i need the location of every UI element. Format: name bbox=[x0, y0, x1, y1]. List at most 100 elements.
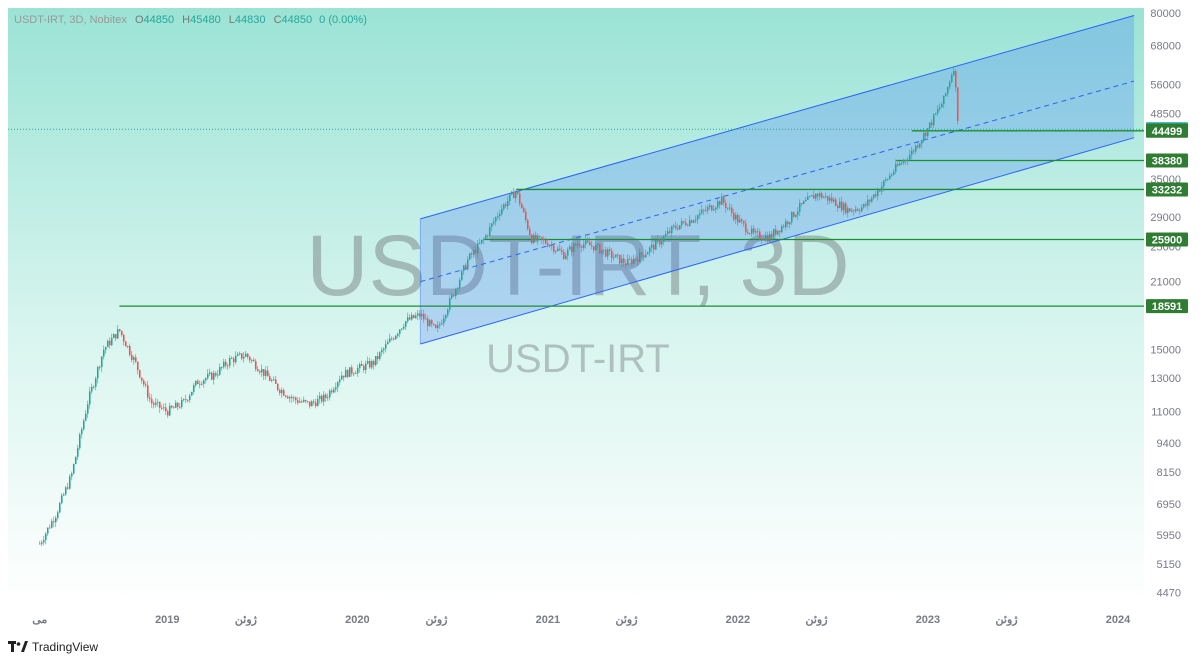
candle-body bbox=[64, 487, 67, 495]
candle-body bbox=[238, 353, 241, 355]
candle-body bbox=[684, 222, 687, 226]
candle bbox=[86, 400, 89, 418]
candle bbox=[386, 339, 389, 345]
candle-body bbox=[608, 249, 611, 251]
candle bbox=[98, 365, 101, 371]
candle bbox=[768, 230, 771, 243]
candle bbox=[186, 399, 189, 403]
candle bbox=[118, 328, 121, 333]
tradingview-footer[interactable]: TradingView bbox=[8, 638, 98, 656]
candle-body bbox=[716, 201, 719, 208]
candle bbox=[712, 204, 715, 212]
candle-body bbox=[624, 263, 627, 266]
candle bbox=[940, 102, 943, 108]
candle-body bbox=[274, 379, 277, 384]
candle-body bbox=[174, 402, 177, 408]
candle-body bbox=[936, 109, 939, 114]
candle-body bbox=[854, 209, 857, 211]
candle bbox=[696, 214, 699, 225]
candle bbox=[472, 245, 475, 259]
candle bbox=[720, 193, 723, 205]
candle-body bbox=[472, 249, 475, 255]
candle bbox=[650, 241, 653, 253]
candle bbox=[844, 201, 847, 215]
candle-body bbox=[600, 250, 603, 254]
candle bbox=[758, 228, 761, 240]
candle bbox=[936, 104, 939, 117]
candle-body bbox=[850, 210, 853, 212]
candle bbox=[466, 256, 469, 271]
candle-body bbox=[136, 361, 139, 370]
candle-body bbox=[700, 209, 703, 214]
candle-body bbox=[512, 191, 515, 199]
candle bbox=[162, 403, 165, 411]
candle-body bbox=[736, 214, 739, 223]
candle bbox=[252, 357, 255, 362]
candle bbox=[242, 351, 245, 363]
candle-body bbox=[540, 236, 543, 240]
candle-body bbox=[476, 243, 479, 254]
candle-body bbox=[416, 313, 419, 316]
candle bbox=[948, 79, 951, 90]
candle bbox=[492, 217, 495, 226]
candle bbox=[212, 370, 215, 385]
candle-body bbox=[864, 204, 867, 206]
candle-body bbox=[62, 494, 65, 496]
candle-body bbox=[876, 190, 879, 197]
candle bbox=[222, 358, 225, 369]
candle bbox=[126, 345, 129, 349]
candle-body bbox=[722, 196, 725, 203]
candle bbox=[510, 190, 513, 196]
candle bbox=[728, 202, 731, 211]
candle bbox=[744, 219, 747, 236]
candle bbox=[786, 219, 789, 228]
candle-body bbox=[46, 527, 49, 534]
price-badge-label: 18591 bbox=[1152, 301, 1183, 313]
candle-body bbox=[310, 401, 313, 407]
candle-body bbox=[794, 214, 797, 217]
candle-body bbox=[870, 197, 873, 202]
candle bbox=[906, 156, 909, 166]
candle bbox=[372, 359, 375, 370]
candle-body bbox=[550, 245, 553, 247]
candle-body bbox=[426, 318, 429, 327]
candle-body bbox=[66, 487, 69, 489]
candle bbox=[612, 252, 615, 261]
candle bbox=[362, 364, 365, 373]
candle-body bbox=[640, 252, 643, 256]
candle-body bbox=[602, 249, 605, 251]
candle-body bbox=[182, 399, 185, 401]
candle-body bbox=[52, 521, 55, 523]
legend-low: 44830 bbox=[234, 14, 266, 26]
candle-body bbox=[368, 360, 371, 368]
candle bbox=[544, 237, 547, 245]
candle-body bbox=[236, 354, 239, 356]
candle-body bbox=[292, 397, 295, 399]
candle-body bbox=[808, 196, 811, 198]
legend-close: 44850 bbox=[281, 14, 313, 26]
candle-body bbox=[812, 195, 815, 199]
candle bbox=[208, 368, 211, 377]
candle bbox=[516, 191, 519, 196]
candle bbox=[916, 142, 919, 149]
candle bbox=[92, 385, 95, 389]
candle bbox=[672, 223, 675, 230]
candle bbox=[776, 230, 779, 236]
candle-body bbox=[552, 245, 555, 252]
candle bbox=[700, 205, 703, 215]
candle-body bbox=[358, 364, 361, 369]
candle bbox=[652, 242, 655, 255]
candle-body bbox=[610, 250, 613, 258]
y-tick-label: 4470 bbox=[1157, 587, 1181, 599]
candle-body bbox=[694, 219, 697, 221]
candle bbox=[764, 231, 767, 243]
candle-body bbox=[644, 254, 647, 258]
candle-body bbox=[950, 75, 953, 83]
candle-body bbox=[732, 212, 735, 220]
candle bbox=[882, 179, 885, 192]
candle-body bbox=[112, 334, 115, 339]
candle-body bbox=[818, 193, 821, 197]
candle-body bbox=[588, 242, 591, 246]
